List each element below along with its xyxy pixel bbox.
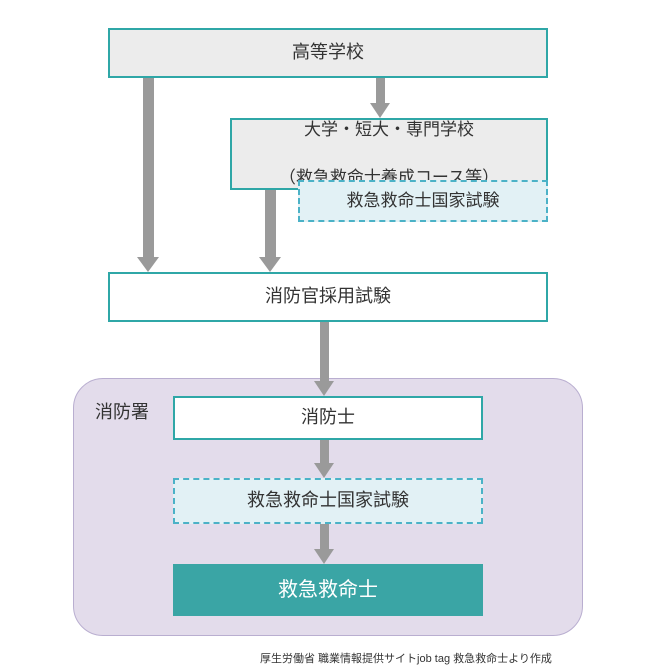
exam_top-box: 救急救命士国家試験	[298, 180, 548, 222]
exam_bottom-box: 救急救命士国家試験	[173, 478, 483, 524]
arrowhead-5	[314, 549, 334, 564]
arrowhead-4	[314, 463, 334, 478]
fire-exam-label: 消防官採用試験	[265, 284, 391, 309]
footer-citation: 厚生労働省 職業情報提供サイトjob tag 救急救命士より作成	[260, 650, 552, 666]
arrow-3	[320, 322, 329, 382]
firefighter-label: 消防士	[301, 405, 355, 430]
exam-bottom-label: 救急救命士国家試験	[247, 488, 409, 513]
paramedic-box: 救急救命士	[173, 564, 483, 616]
fire_exam-box: 消防官採用試験	[108, 272, 548, 322]
arrow-5	[320, 524, 329, 550]
arrow-1	[376, 78, 385, 104]
fire-station-label: 消防署	[95, 398, 149, 424]
arrowhead-2	[259, 257, 281, 272]
arrowhead-3	[314, 381, 334, 396]
paramedic-label: 救急救命士	[278, 576, 378, 604]
firefighter-box: 消防士	[173, 396, 483, 440]
exam-top-label: 救急救命士国家試験	[347, 189, 500, 213]
highschool-label: 高等学校	[292, 40, 364, 65]
arrowhead-0	[137, 257, 159, 272]
arrow-2	[265, 190, 276, 258]
arrowhead-1	[370, 103, 390, 118]
arrow-0	[143, 78, 154, 258]
arrow-4	[320, 440, 329, 464]
highschool-box: 高等学校	[108, 28, 548, 78]
university-line1: 大学・短大・専門学校	[304, 118, 474, 142]
